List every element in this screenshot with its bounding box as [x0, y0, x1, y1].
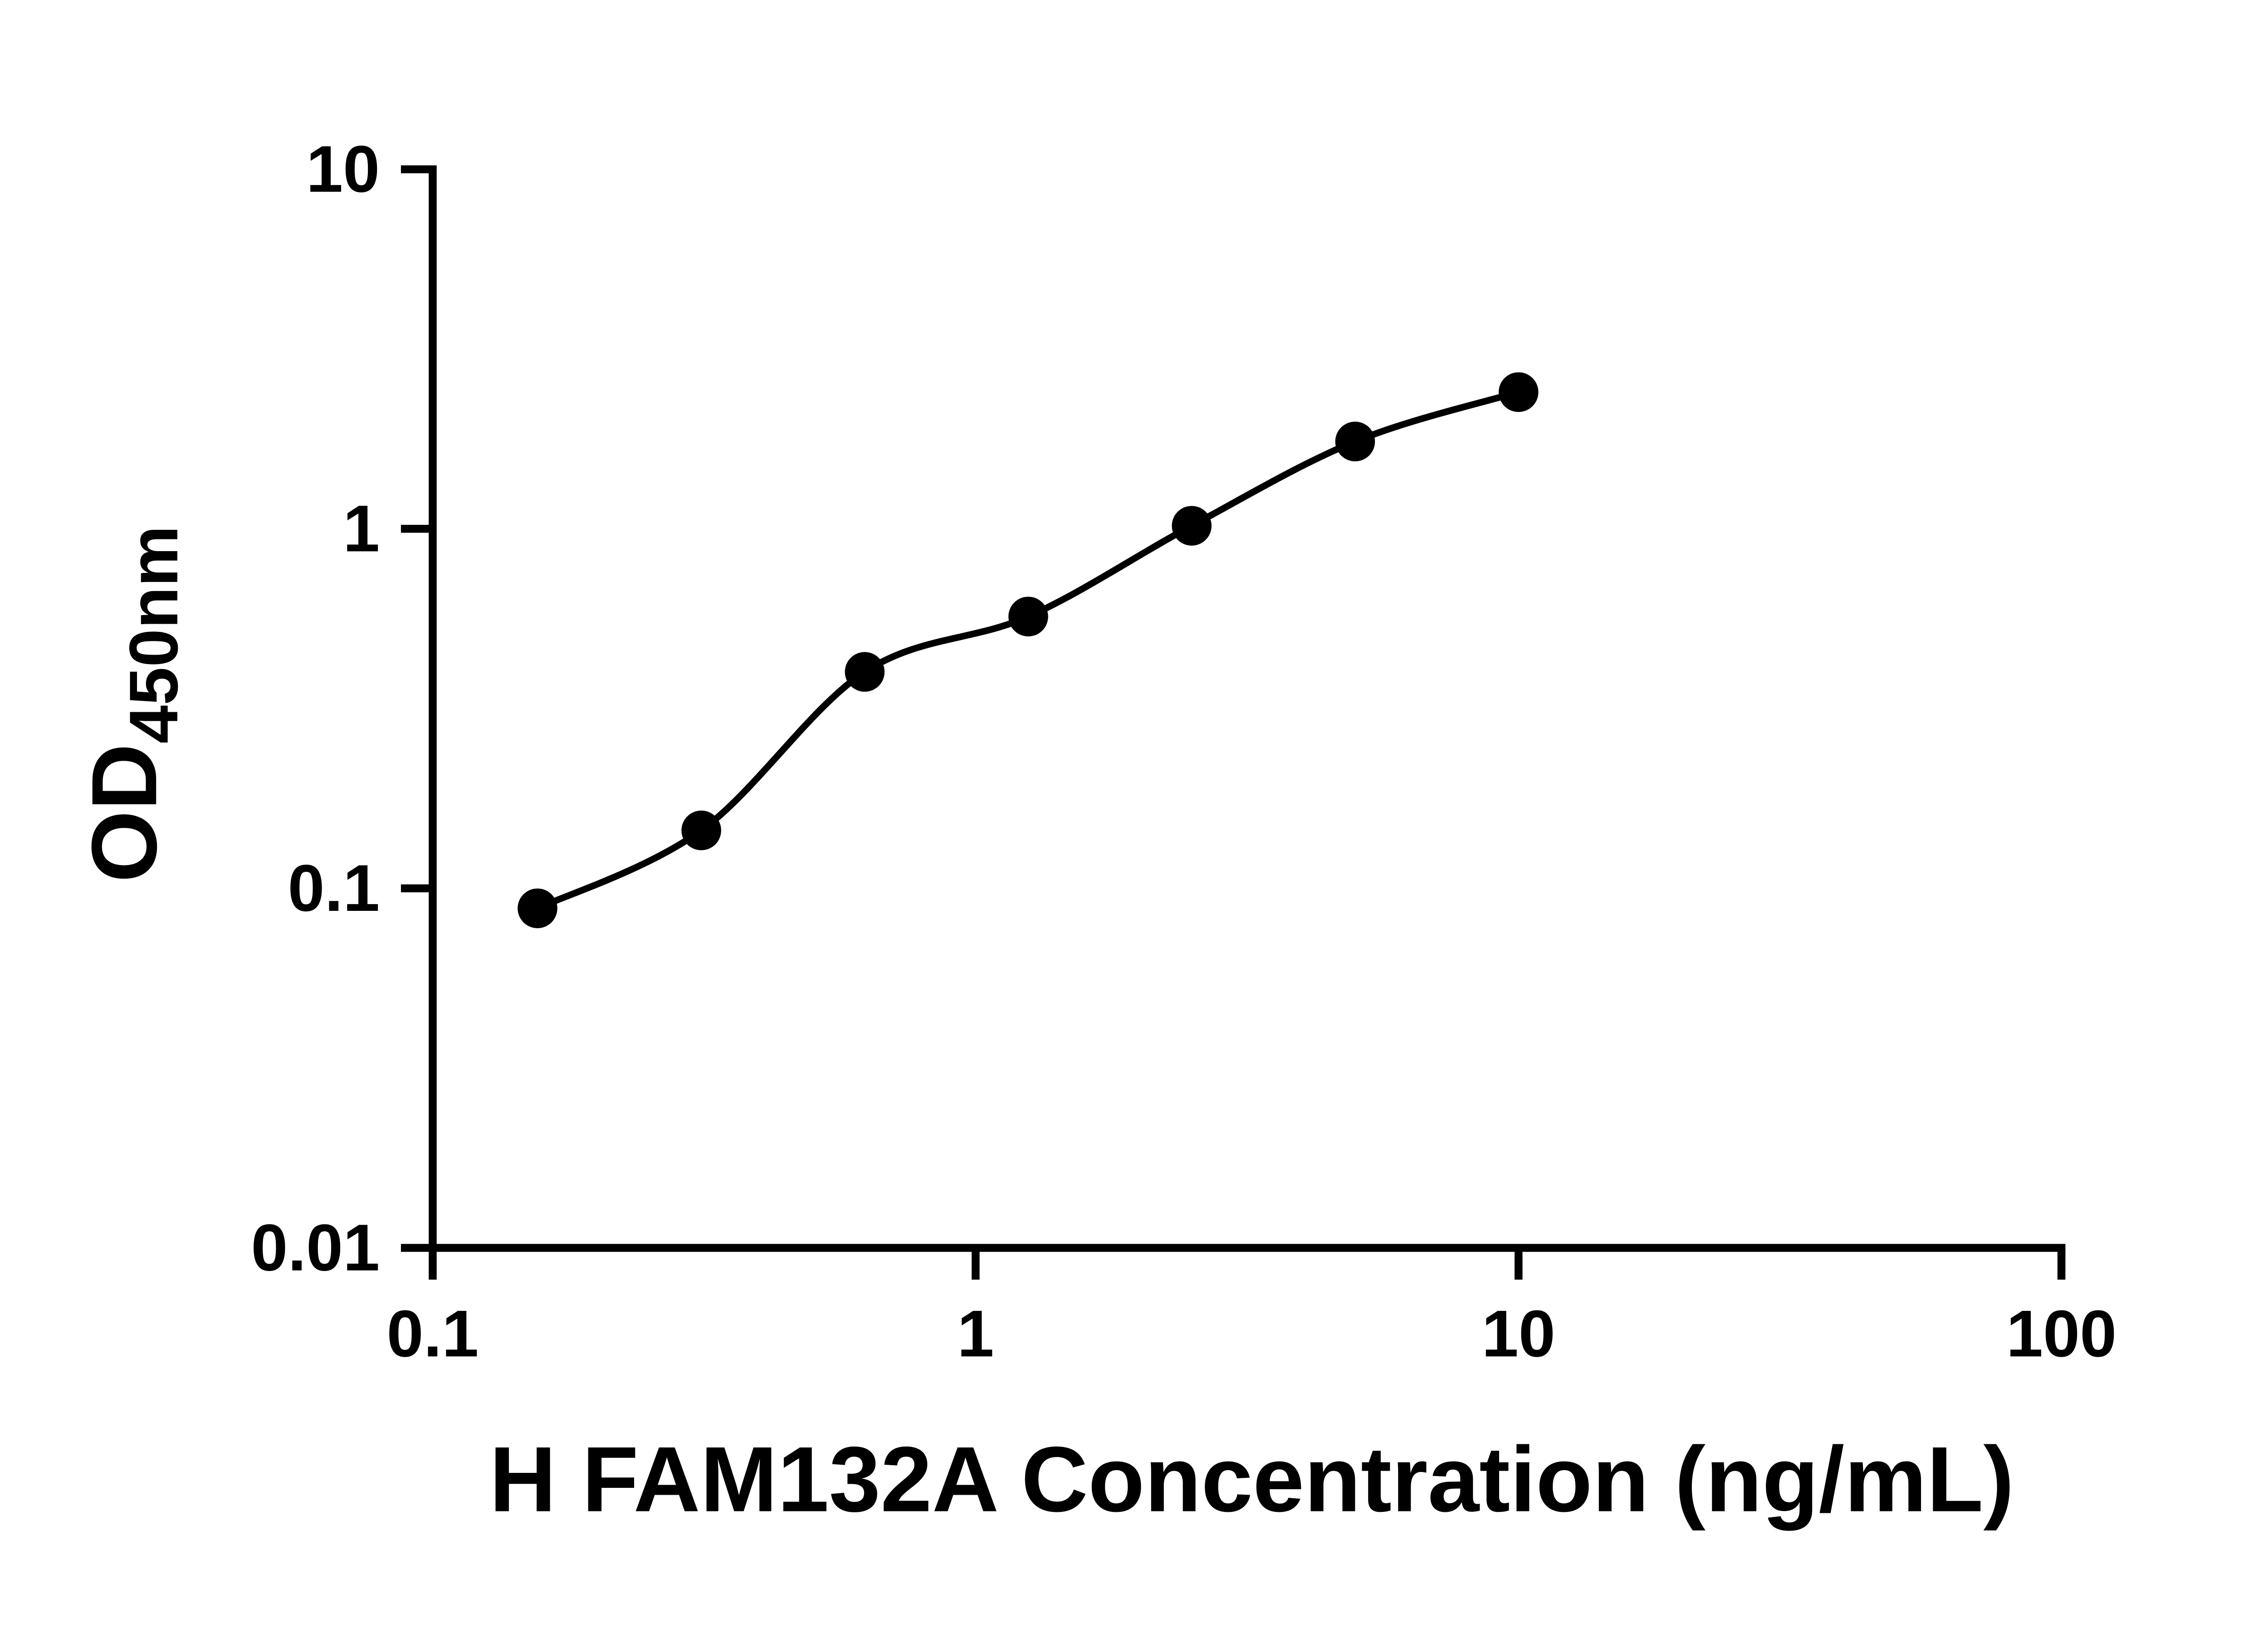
- data-point: [681, 810, 721, 851]
- x-tick-label: 100: [2006, 1296, 2116, 1370]
- x-tick-label: 10: [1482, 1296, 1555, 1370]
- axis-line: [429, 165, 2066, 1252]
- data-point: [1335, 421, 1375, 462]
- y-tick-label: 10: [306, 132, 380, 206]
- data-point: [1172, 506, 1212, 546]
- y-axis-label-subscript: 450nm: [116, 526, 192, 744]
- data-point: [1498, 372, 1539, 412]
- x-tick-label: 0.1: [387, 1296, 479, 1370]
- x-tick-label: 1: [957, 1296, 994, 1370]
- x-axis-label: H FAM132A Concentration (ng/mL): [489, 1428, 2014, 1531]
- data-point: [518, 888, 557, 929]
- y-tick-label: 0.1: [288, 851, 380, 925]
- data-point: [1008, 596, 1048, 636]
- data-point: [845, 652, 885, 692]
- y-axis-label: OD450nm: [73, 526, 192, 883]
- y-tick-label: 0.01: [251, 1211, 380, 1285]
- y-axis-label-main: OD: [73, 743, 176, 882]
- y-tick-label: 1: [343, 491, 380, 565]
- data-points: [518, 372, 1539, 929]
